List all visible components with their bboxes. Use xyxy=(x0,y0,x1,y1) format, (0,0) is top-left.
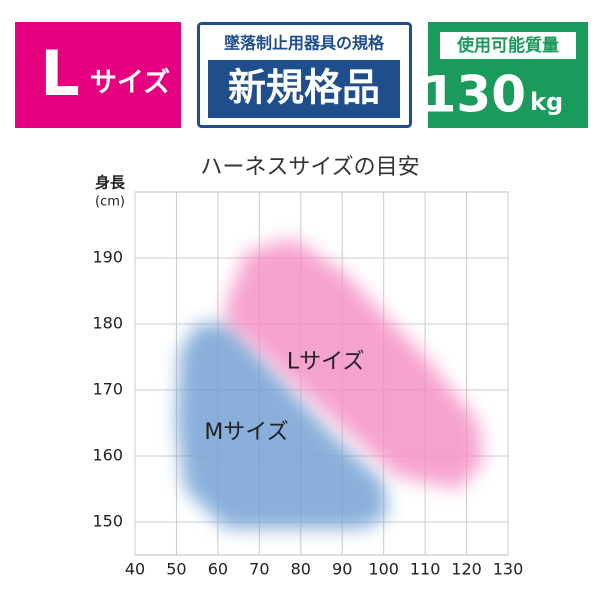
region-label: Lサイズ xyxy=(287,350,365,375)
y-tick-label: 190 xyxy=(92,248,123,267)
size-region xyxy=(226,238,484,489)
capacity-value: 130 xyxy=(422,66,526,124)
standard-caption: 墜落制止用器具の規格 xyxy=(224,34,385,53)
x-tick-label: 70 xyxy=(249,560,269,579)
x-tick-label: 40 xyxy=(125,560,145,579)
x-tick-label: 130 xyxy=(493,560,524,579)
x-tick-label: 50 xyxy=(166,560,186,579)
chart-title: ハーネスサイズの目安 xyxy=(200,155,419,180)
capacity-caption-box xyxy=(440,32,576,59)
capacity-unit: kg xyxy=(530,88,563,116)
x-tick-label: 100 xyxy=(368,560,399,579)
y-tick-label: 180 xyxy=(92,314,123,333)
size-badge xyxy=(15,22,181,128)
standard-box xyxy=(208,60,400,118)
y-tick-label: 170 xyxy=(92,380,123,399)
x-tick-label: 60 xyxy=(208,560,228,579)
y-unit: (cm) xyxy=(95,195,125,210)
x-tick-label: 80 xyxy=(291,560,311,579)
y-label: 身長 xyxy=(95,174,126,192)
x-tick-label: 90 xyxy=(332,560,352,579)
plot: 150 160 170 180 190 40 50 60 70 80 90 100 110 120 130 M… xyxy=(92,191,524,579)
y-tick-label: 160 xyxy=(92,446,123,465)
x-tick-label: 110 xyxy=(410,560,441,579)
x-tick-label: 120 xyxy=(451,560,482,579)
y-tick-label: 150 xyxy=(92,512,123,531)
standard-label: 新規格品 xyxy=(228,66,380,110)
capacity-caption: 使用可能質量 xyxy=(456,35,559,56)
size-text: サイズ xyxy=(90,67,170,99)
size-letter: L xyxy=(40,37,80,110)
size-region xyxy=(176,324,388,529)
region-label: Mサイズ xyxy=(204,420,288,445)
